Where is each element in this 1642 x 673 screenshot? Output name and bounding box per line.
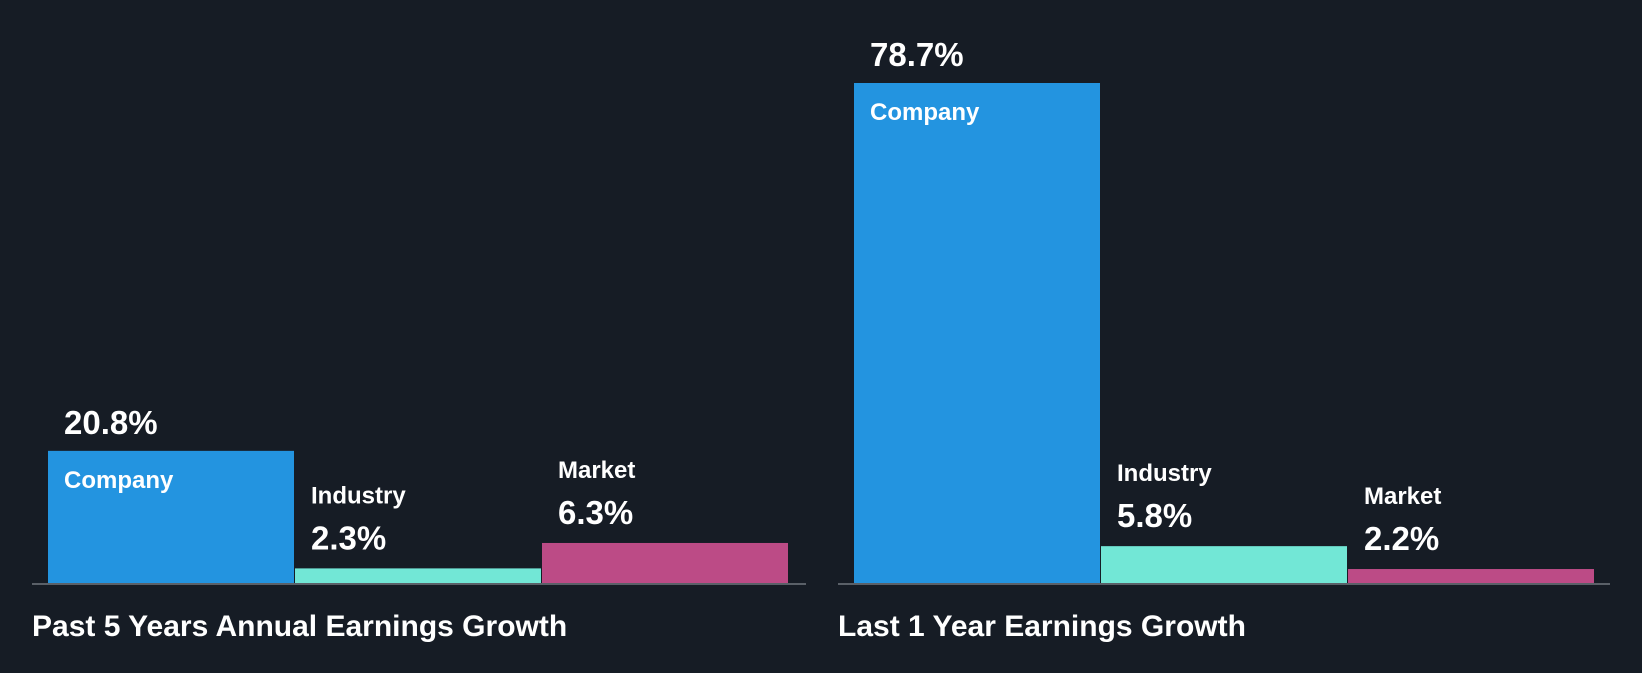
chart-title: Past 5 Years Annual Earnings Growth	[32, 610, 567, 643]
industry-category-label: Industry	[1117, 460, 1212, 487]
industry-value-label: 2.3%	[311, 519, 386, 556]
company-category-label: Company	[64, 467, 174, 494]
company-bar	[48, 450, 294, 583]
market-category-label: Market	[558, 457, 635, 484]
market-category-label: Market	[1364, 483, 1441, 510]
market-bar	[1348, 569, 1594, 583]
industry-category-label: Industry	[311, 482, 406, 509]
company-bar	[854, 83, 1100, 583]
company-value-label: 20.8%	[64, 404, 158, 441]
market-bar	[542, 542, 788, 583]
chart-panel-1: 20.8% Company 2.3% Industry 6.3% Market Past 5…	[32, 404, 806, 643]
company-value-label: 78.7%	[870, 36, 964, 73]
market-value-label: 6.3%	[558, 494, 633, 531]
company-category-label: Company	[870, 99, 980, 126]
industry-bar	[1101, 546, 1347, 583]
market-value-label: 2.2%	[1364, 520, 1439, 557]
chart-panel-2: 78.7% Company 5.8% Industry 2.2% Market Last 1…	[838, 36, 1610, 643]
chart-title: Last 1 Year Earnings Growth	[838, 610, 1246, 643]
industry-value-label: 5.8%	[1117, 497, 1192, 534]
industry-bar	[295, 568, 541, 583]
